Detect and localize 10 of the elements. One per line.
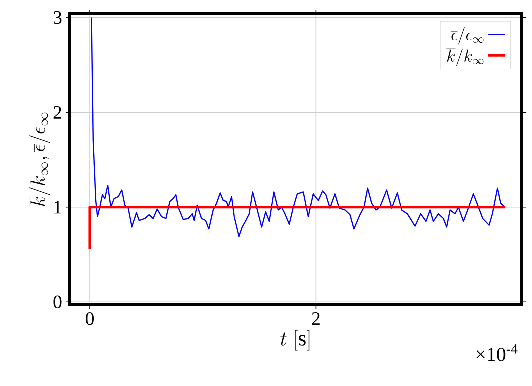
line-series [91, 17, 506, 238]
legend-label: $\overline{k}/k_\infty$ [446, 48, 484, 66]
y-tick-label: 2 [54, 106, 62, 119]
legend-label: $\overline{\epsilon}/\epsilon_\infty$ [450, 27, 484, 45]
text: ×10$^{-4}$ [476, 344, 518, 362]
y-axis-title: $\overline{k}/k_\infty, \overline{\epsilon}/\epsilon_\infty$ [29, 112, 50, 208]
y-tick-label: 1 [54, 201, 62, 214]
y-tick-label: 0 [54, 296, 62, 309]
x-axis-title: $t\ [\mathrm{s}]$ [280, 330, 310, 351]
y-tick-label: 3 [54, 11, 62, 24]
